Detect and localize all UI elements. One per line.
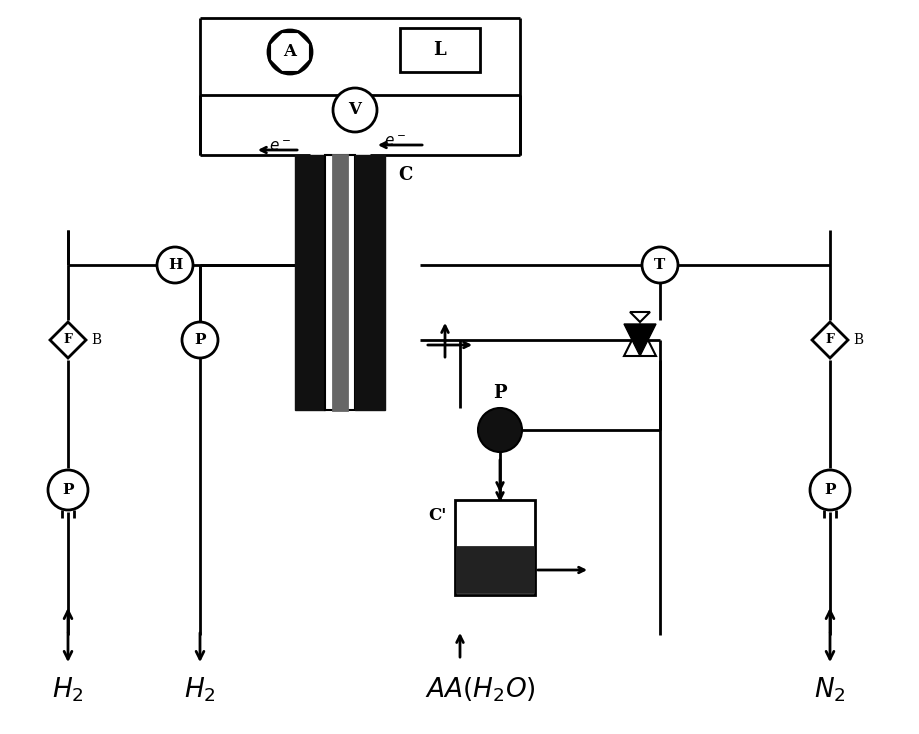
Bar [355,155,384,410]
Circle shape [182,322,218,358]
Text: V: V [348,101,361,118]
Text: F: F [824,333,834,346]
Text: $H_2$: $H_2$ [52,676,84,704]
Bar [324,155,355,410]
Text: C': C' [427,506,446,523]
Bar [333,155,346,410]
Text: $e^-$: $e^-$ [383,135,405,149]
Text: F: F [63,333,73,346]
Bar [455,500,535,595]
Text: $AA(H_2O)$: $AA(H_2O)$ [424,676,535,704]
Bar [295,155,324,410]
Text: B: B [91,333,101,347]
Text: P: P [62,483,74,497]
Bar [400,28,480,72]
Text: P: P [823,483,834,497]
Polygon shape [623,324,655,356]
Polygon shape [811,322,847,358]
Text: P: P [493,384,506,402]
Circle shape [641,247,677,283]
Text: L: L [433,41,446,59]
Text: $e^-$: $e^-$ [268,139,290,154]
Bar [457,547,532,592]
Text: H: H [167,258,182,272]
Circle shape [478,408,521,452]
Circle shape [809,470,849,510]
Text: C: C [397,166,412,184]
Circle shape [48,470,88,510]
Circle shape [333,88,377,132]
Text: $N_2$: $N_2$ [813,676,845,704]
Text: B: B [852,333,862,347]
Polygon shape [50,322,85,358]
Text: P: P [194,333,206,347]
Circle shape [267,30,312,74]
Text: A: A [283,43,296,60]
Text: T: T [653,258,665,272]
Circle shape [157,247,193,283]
Text: $H_2$: $H_2$ [184,676,216,704]
